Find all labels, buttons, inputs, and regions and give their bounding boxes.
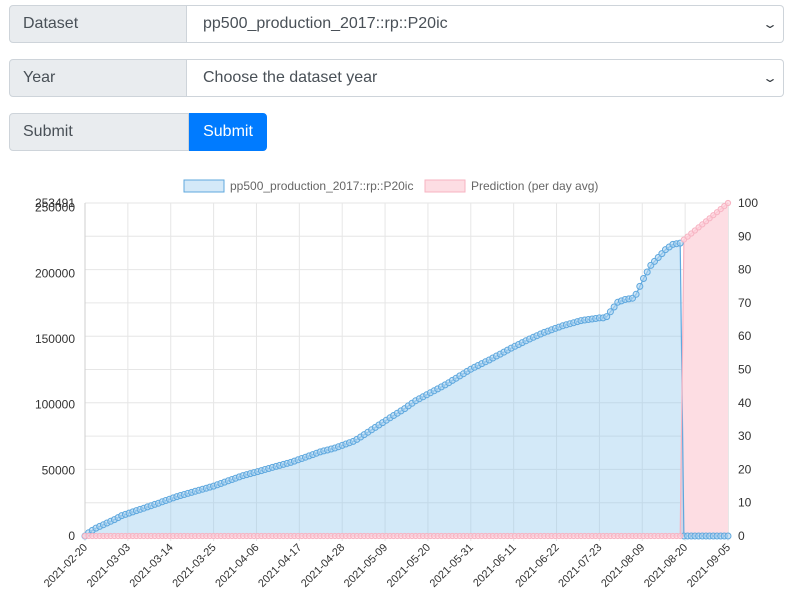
submit-row: Submit Submit <box>9 113 267 151</box>
y-right-tick-label: 30 <box>738 429 752 443</box>
prediction-point <box>677 532 684 540</box>
y-axis-right: 0 10 20 30 40 50 60 70 80 90 100 <box>738 196 758 543</box>
dataset-select-value: pp500_production_2017::rp::P20ic <box>203 15 448 32</box>
x-tick-label: 2021-03-25 <box>170 542 218 590</box>
submit-label: Submit <box>9 113 189 151</box>
x-tick-label: 2021-05-31 <box>428 542 476 590</box>
chart-legend: pp500_production_2017::rp::P20ic Predicti… <box>183 179 598 193</box>
year-select-value: Choose the dataset year <box>203 69 378 86</box>
legend-label: pp500_production_2017::rp::P20ic <box>230 179 413 193</box>
x-tick-label: 2021-02-20 <box>42 542 90 590</box>
y-right-tick-label: 100 <box>738 196 758 210</box>
prediction-point <box>724 199 732 207</box>
x-tick-label: 2021-06-11 <box>471 542 519 590</box>
x-tick-label: 2021-09-05 <box>685 542 733 590</box>
y-left-tick-label: 200000 <box>35 266 75 280</box>
year-select[interactable]: Choose the dataset year ⌄ <box>187 59 784 97</box>
x-tick-label: 2021-05-20 <box>385 542 433 590</box>
x-tick-label: 2021-04-28 <box>299 542 347 590</box>
chart-grid <box>84 202 729 541</box>
x-axis: 2021-02-202021-03-032021-03-142021-03-25… <box>42 542 733 590</box>
production-points <box>81 239 732 540</box>
x-tick-label: 2021-04-06 <box>213 542 261 590</box>
dataset-select[interactable]: pp500_production_2017::rp::P20ic ⌄ <box>187 5 784 43</box>
y-right-tick-label: 50 <box>738 363 752 377</box>
submit-button[interactable]: Submit <box>189 113 267 151</box>
y-left-tick-label: 253491 <box>35 196 75 210</box>
y-left-tick-label: 150000 <box>35 332 75 346</box>
x-tick-label: 2021-06-22 <box>513 542 561 590</box>
production-point <box>610 303 618 311</box>
chevron-down-icon: ⌄ <box>761 71 779 85</box>
dataset-label: Dataset <box>9 5 187 43</box>
production-point <box>643 268 651 276</box>
x-tick-label: 2021-05-09 <box>342 542 390 590</box>
prediction-points <box>81 199 732 540</box>
legend-label: Prediction (per day avg) <box>471 179 598 193</box>
y-left-tick-label: 250000 <box>35 201 75 215</box>
y-right-tick-label: 70 <box>738 296 752 310</box>
legend-swatch <box>424 179 466 193</box>
y-left-tick-label: 0 <box>68 529 75 543</box>
year-row: Year Choose the dataset year ⌄ <box>9 59 784 97</box>
legend-swatch <box>183 179 225 193</box>
production-point <box>603 313 611 321</box>
production-point <box>724 532 732 540</box>
y-right-tick-label: 20 <box>738 462 752 476</box>
x-tick-label: 2021-08-09 <box>599 542 647 590</box>
production-point <box>636 282 644 290</box>
production-point <box>632 290 640 298</box>
y-right-tick-label: 10 <box>738 496 752 510</box>
production-point <box>606 308 614 316</box>
y-left-tick-label: 100000 <box>35 398 75 412</box>
y-right-tick-label: 40 <box>738 396 752 410</box>
x-tick-label: 2021-03-03 <box>85 542 133 590</box>
x-tick-label: 2021-03-14 <box>128 542 176 590</box>
y-right-tick-label: 90 <box>738 229 752 243</box>
y-right-tick-label: 60 <box>738 329 752 343</box>
production-chart: pp500_production_2017::rp::P20ic Predicti… <box>35 179 758 590</box>
x-tick-label: 2021-08-20 <box>642 542 690 590</box>
production-area <box>85 243 728 536</box>
x-tick-label: 2021-07-23 <box>556 542 604 590</box>
y-right-tick-label: 0 <box>738 529 745 543</box>
y-right-tick-label: 80 <box>738 263 752 277</box>
chevron-down-icon: ⌄ <box>761 17 779 31</box>
y-left-tick-label: 50000 <box>42 463 76 477</box>
x-tick-label: 2021-04-17 <box>256 542 304 590</box>
year-label: Year <box>9 59 187 97</box>
dataset-row: Dataset pp500_production_2017::rp::P20ic… <box>9 5 784 43</box>
production-point <box>640 275 647 282</box>
